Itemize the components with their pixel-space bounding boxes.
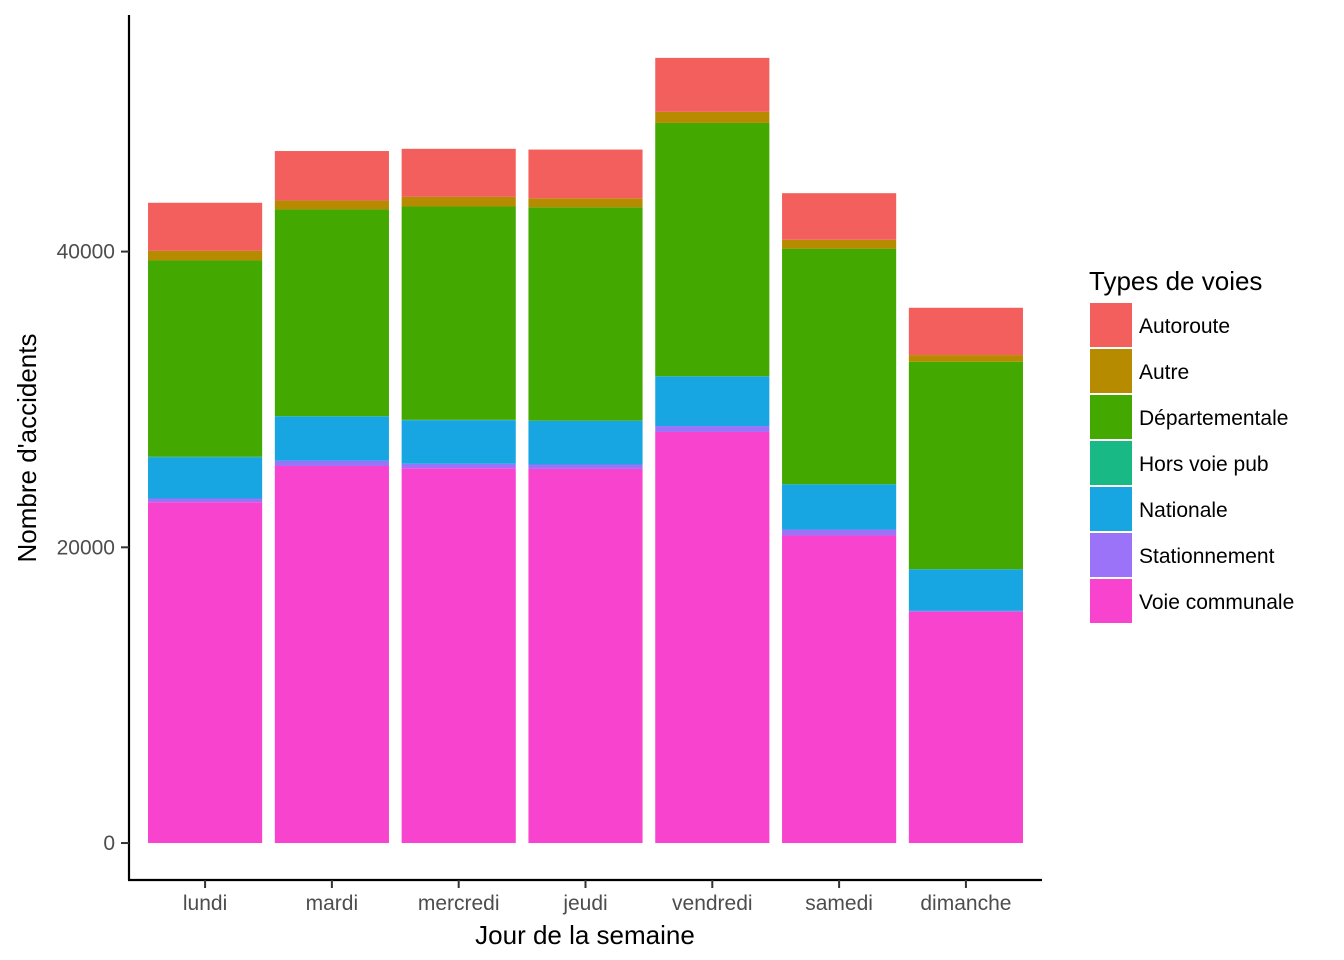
x-tick-label-mardi: mardi: [306, 892, 359, 915]
y-axis-title: Nombre d'accidents: [12, 334, 42, 563]
bar-mardi-autre: [274, 200, 389, 210]
bar-vendredi-autre: [655, 111, 770, 123]
x-axis-title: Jour de la semaine: [475, 920, 695, 950]
bar-lundi-autoroute: [148, 202, 263, 251]
bar-mercredi-autoroute: [401, 148, 516, 197]
bar-jeudi-departementale: [528, 207, 643, 421]
legend-swatch-hors-voie-pub: [1090, 441, 1132, 485]
legend-label-hors-voie-pub: Hors voie pub: [1139, 453, 1269, 476]
legend-swatch-autoroute: [1090, 303, 1132, 347]
legend-items: Autoroute Autre Départementale Hors voie pu…: [1090, 303, 1294, 623]
bar-dimanche-stationnement: [908, 610, 1023, 612]
bar-mardi-stationnement: [274, 460, 389, 466]
bar-dimanche-voie-communale: [908, 611, 1023, 844]
x-ticks: lundi mardi mercredi jeudi vendredi samedi dim…: [183, 880, 1011, 915]
legend-label-departementale: Départementale: [1139, 407, 1288, 430]
bar-vendredi-stationnement: [655, 426, 770, 432]
bar-jeudi-stationnement: [528, 464, 643, 469]
bar-mardi-autoroute: [274, 151, 389, 201]
bar-mercredi-voie-communale: [401, 468, 516, 844]
bar-vendredi-departementale: [655, 122, 770, 377]
legend-label-voie-communale: Voie communale: [1139, 591, 1294, 614]
bar-lundi-autre: [148, 250, 263, 261]
y-tick-label: 20000: [57, 536, 115, 559]
bar-mardi-nationale: [274, 416, 389, 461]
bar-mardi-voie-communale: [274, 465, 389, 844]
bar-mardi-departementale: [274, 209, 389, 417]
x-tick-label-vendredi: vendredi: [672, 892, 753, 915]
bar-samedi-autoroute: [782, 193, 897, 240]
bar-mercredi-nationale: [401, 420, 516, 464]
legend-label-nationale: Nationale: [1139, 499, 1228, 522]
bar-jeudi-autre: [528, 198, 643, 208]
legend-swatch-voie-communale: [1090, 579, 1132, 623]
bar-samedi-stationnement: [782, 529, 897, 536]
bar-vendredi-nationale: [655, 376, 770, 427]
legend: Types de voies Autoroute Autre Département…: [1089, 266, 1294, 623]
bar-dimanche-nationale: [908, 569, 1023, 611]
bar-lundi-stationnement: [148, 498, 263, 503]
bar-mercredi-autre: [401, 196, 516, 207]
legend-swatch-nationale: [1090, 487, 1132, 531]
bar-lundi-nationale: [148, 457, 263, 499]
bar-lundi-voie-communale: [148, 502, 263, 844]
x-tick-label-mercredi: mercredi: [418, 892, 500, 915]
x-tick-label-lundi: lundi: [183, 892, 227, 915]
x-tick-label-samedi: samedi: [805, 892, 873, 915]
bar-dimanche-autre: [908, 355, 1023, 362]
bar-samedi-autre: [782, 239, 897, 249]
x-tick-label-jeudi: jeudi: [562, 892, 607, 915]
bar-jeudi-nationale: [528, 420, 643, 465]
legend-label-autoroute: Autoroute: [1139, 315, 1230, 338]
x-tick-label-dimanche: dimanche: [920, 892, 1011, 915]
y-tick-label: 0: [103, 832, 115, 855]
bar-mercredi-stationnement: [401, 463, 516, 469]
legend-swatch-stationnement: [1090, 533, 1132, 577]
bar-jeudi-autoroute: [528, 149, 643, 199]
bar-samedi-departementale: [782, 248, 897, 485]
legend-title: Types de voies: [1089, 266, 1262, 296]
bar-mercredi-departementale: [401, 206, 516, 420]
y-tick-label: 40000: [57, 241, 115, 264]
bar-lundi-departementale: [148, 260, 263, 457]
bars-layer: [148, 57, 1023, 844]
bar-vendredi-autoroute: [655, 57, 770, 112]
bar-samedi-voie-communale: [782, 535, 897, 844]
bar-dimanche-departementale: [908, 361, 1023, 570]
legend-label-stationnement: Stationnement: [1139, 545, 1275, 568]
legend-swatch-autre: [1090, 349, 1132, 393]
y-ticks: 0 20000 40000: [57, 241, 129, 855]
bar-dimanche-autoroute: [908, 307, 1023, 356]
legend-label-autre: Autre: [1139, 361, 1189, 384]
legend-swatch-departementale: [1090, 395, 1132, 439]
bar-jeudi-voie-communale: [528, 468, 643, 844]
bar-vendredi-voie-communale: [655, 431, 770, 844]
bar-samedi-nationale: [782, 484, 897, 530]
